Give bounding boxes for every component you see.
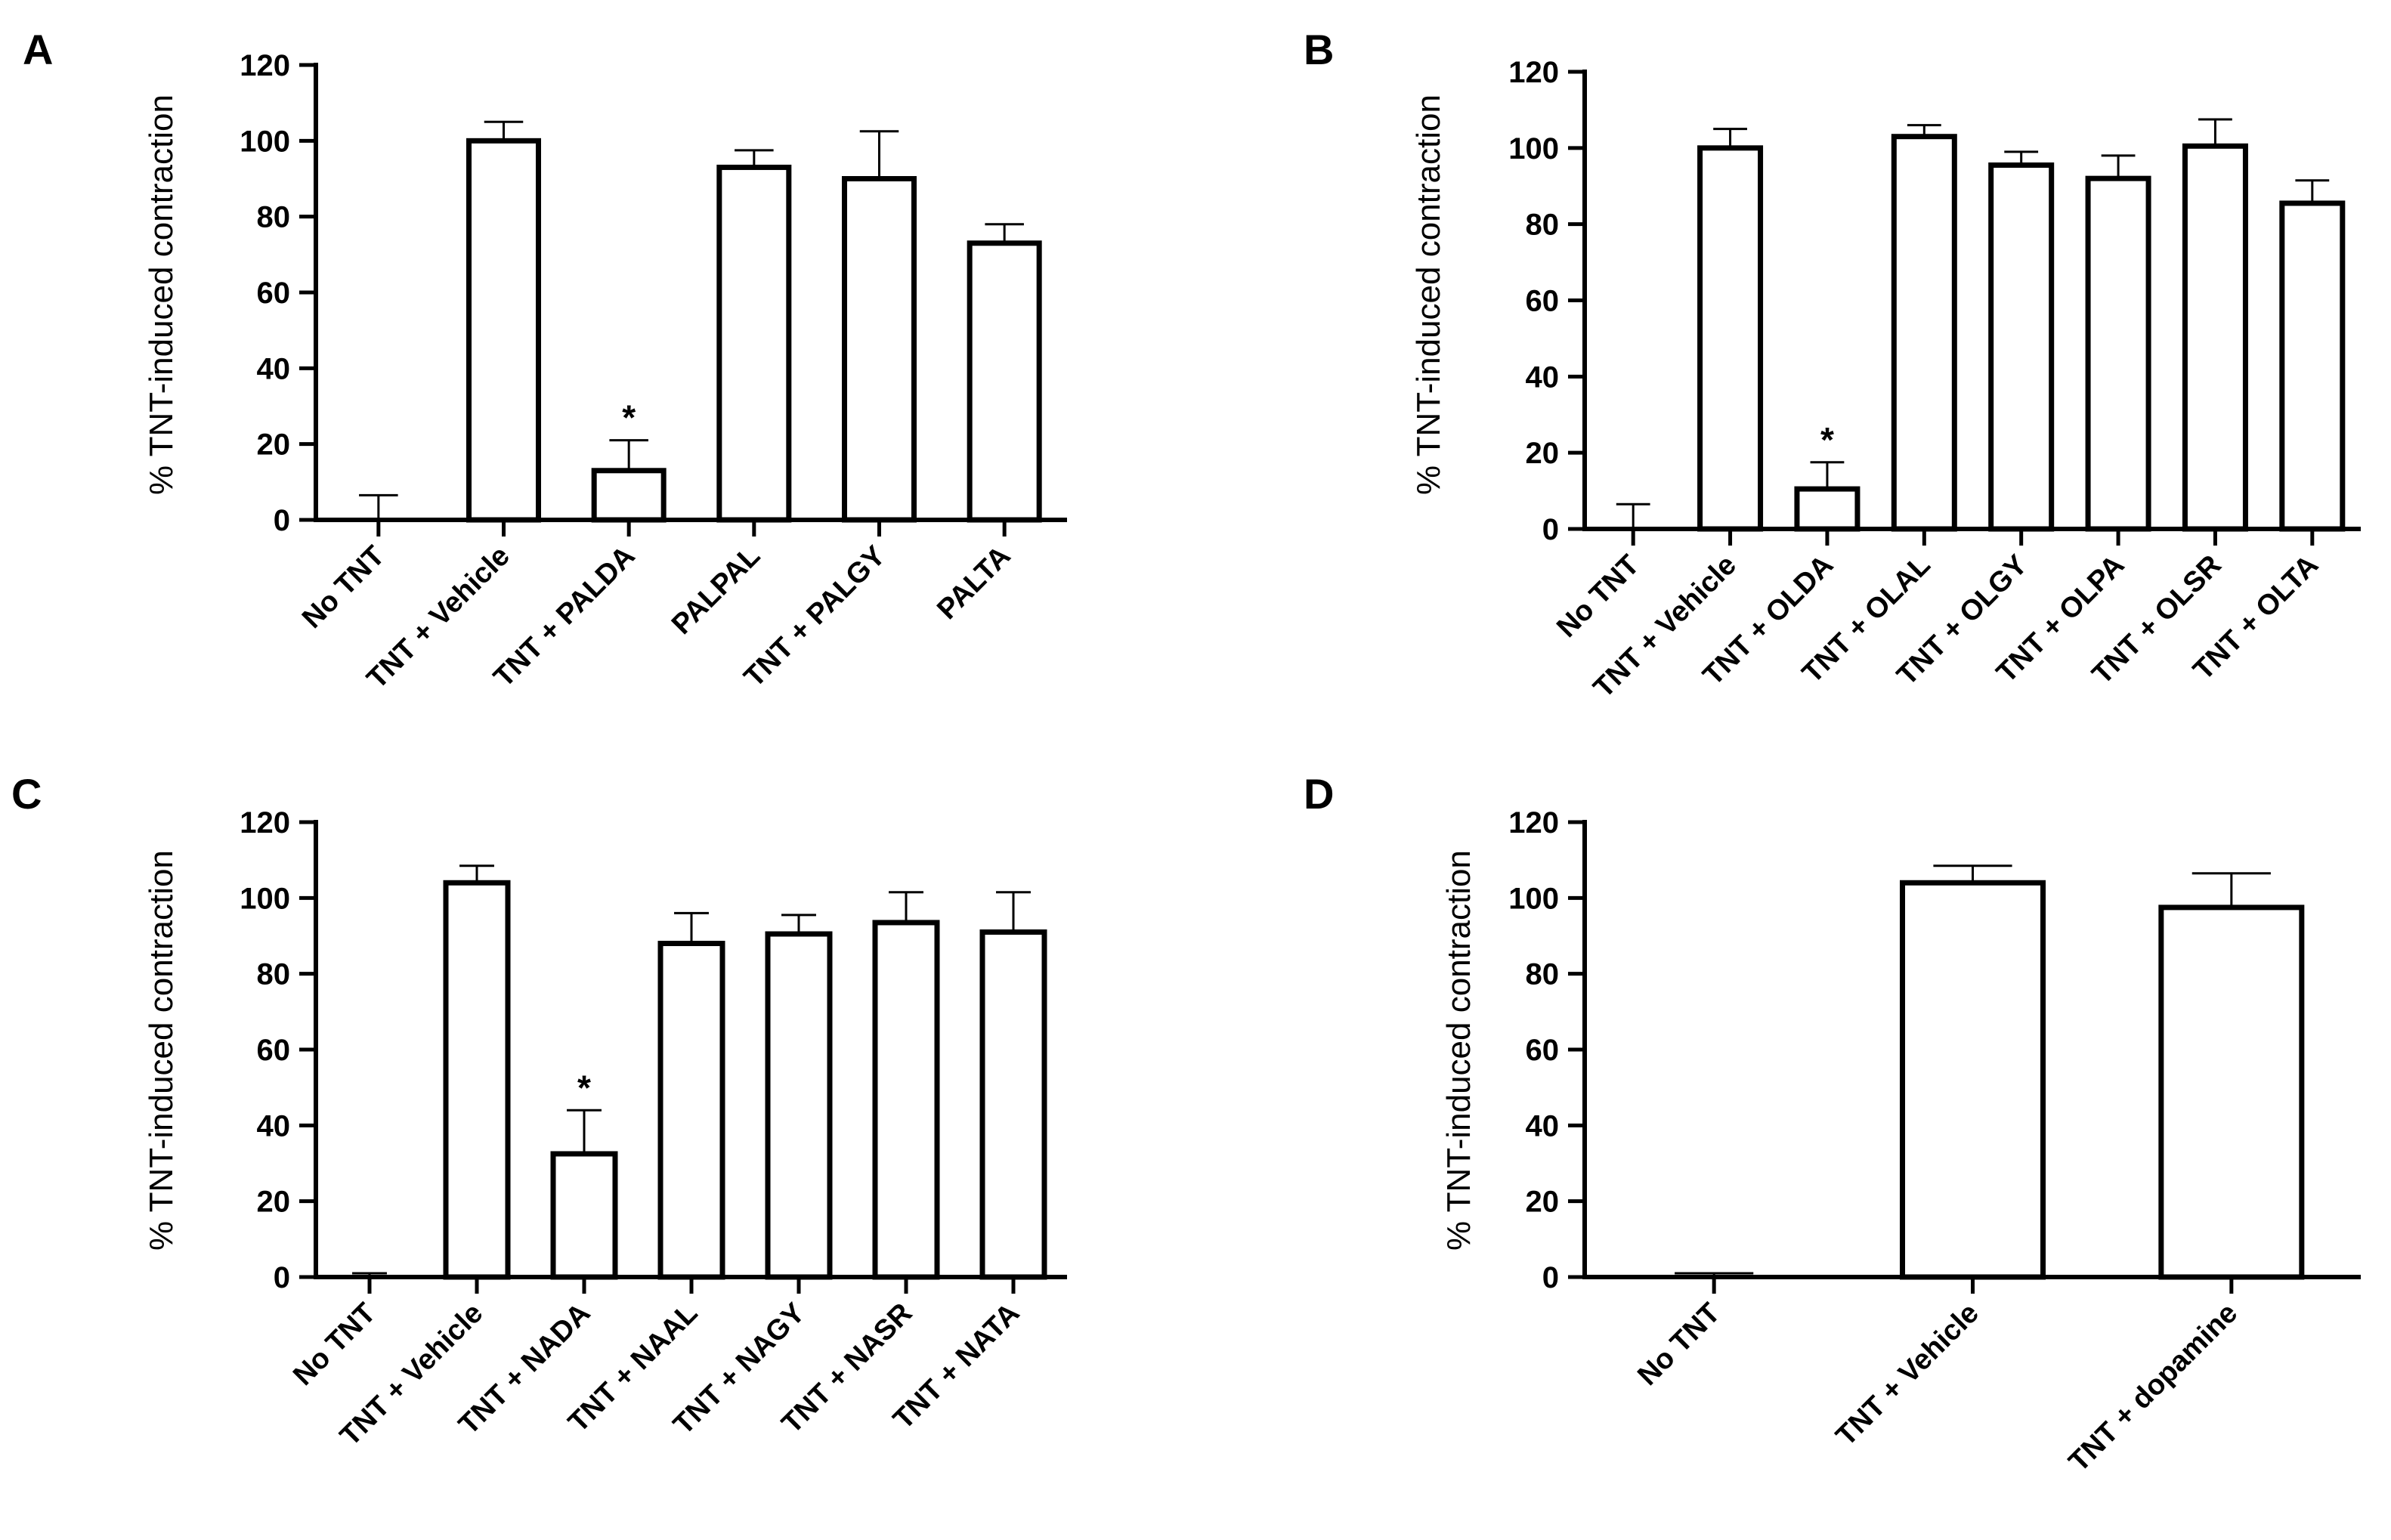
- y-tick-label: 80: [1526, 958, 1560, 991]
- bar: [443, 880, 511, 1280]
- y-tick-label: 80: [257, 201, 291, 234]
- panel-b: B % TNT-induced contraction 0 20 40 60 80 100…: [1304, 26, 2361, 704]
- y-tick-label: 0: [274, 504, 290, 537]
- bar: [466, 138, 541, 523]
- panel-c: C % TNT-induced contraction 0 20 40 60 80 100…: [11, 770, 1067, 1452]
- y-tick-label: 20: [1526, 1186, 1560, 1219]
- y-tick-label: 80: [257, 958, 291, 991]
- y-tick-label: 40: [257, 1109, 291, 1143]
- y-tick-label: 80: [1526, 209, 1560, 242]
- bar: [967, 240, 1042, 523]
- panel-letter: C: [11, 770, 42, 818]
- panel-letter: A: [23, 26, 53, 73]
- bar: [2158, 905, 2305, 1280]
- y-tick-label: 120: [1508, 806, 1559, 840]
- x-tick-label: No TNT: [287, 1297, 382, 1392]
- significance-marker: *: [577, 1068, 591, 1107]
- bar: [2085, 175, 2151, 532]
- x-tick-label: TNT + Vehicle: [1830, 1297, 1985, 1452]
- y-tick-label: 40: [1526, 360, 1560, 394]
- panel-letter: B: [1304, 26, 1334, 73]
- y-tick-label: 100: [240, 882, 290, 915]
- bar: [765, 931, 833, 1280]
- y-tick-label: 0: [1542, 513, 1559, 546]
- y-tick-label: 60: [1526, 1034, 1560, 1067]
- y-tick-label: 100: [1508, 882, 1559, 915]
- plot-area: 0 20 40 60 80 100 120 No TNT TNT + Vehicle TNT + …: [1508, 806, 2361, 1478]
- x-tick-label: PALTA: [931, 540, 1016, 626]
- bar: [842, 176, 917, 523]
- y-tick-label: 60: [257, 1034, 291, 1067]
- bar: [591, 468, 667, 523]
- y-tick-label: 120: [240, 806, 290, 840]
- y-tick-label: 40: [257, 352, 291, 385]
- y-tick-label: 0: [274, 1261, 290, 1294]
- x-tick-label: TNT + dopamine: [2063, 1297, 2244, 1478]
- y-axis-label: % TNT-induced contraction: [1440, 850, 1477, 1251]
- panel-d: D % TNT-induced contraction 0 20 40 60 80 100…: [1304, 770, 2361, 1478]
- y-tick-label: 0: [1542, 1261, 1559, 1294]
- y-axis-label: % TNT-induced contraction: [1410, 94, 1447, 495]
- x-tick-label: No TNT: [296, 540, 391, 635]
- y-tick-label: 20: [1526, 437, 1560, 470]
- significance-marker: *: [1820, 420, 1834, 459]
- bar: [2279, 200, 2346, 532]
- bar: [872, 920, 940, 1280]
- bar: [1891, 134, 1957, 532]
- y-tick-label: 100: [1508, 132, 1559, 165]
- x-tick-label: No TNT: [1632, 1297, 1726, 1392]
- x-tick-label: No TNT: [1551, 549, 1645, 644]
- y-axis-label: % TNT-induced contraction: [143, 94, 180, 495]
- y-tick-label: 20: [257, 428, 291, 462]
- y-tick-label: 40: [1526, 1109, 1560, 1143]
- x-tick-label: PALPAL: [666, 540, 766, 641]
- y-tick-label: 120: [240, 49, 290, 82]
- y-tick-label: 60: [257, 277, 291, 310]
- significance-marker: *: [622, 398, 636, 438]
- bar: [979, 929, 1047, 1280]
- y-tick-label: 60: [1526, 285, 1560, 318]
- y-tick-label: 100: [240, 125, 290, 158]
- bar: [1697, 145, 1764, 532]
- y-tick-label: 120: [1508, 56, 1559, 89]
- y-tick-label: 20: [257, 1186, 291, 1219]
- panel-letter: D: [1304, 770, 1334, 818]
- bar: [2182, 143, 2248, 532]
- bar: [1988, 162, 2055, 532]
- y-axis-label: % TNT-induced contraction: [143, 850, 180, 1251]
- bar: [657, 941, 725, 1280]
- bar: [716, 164, 792, 523]
- bar: [1794, 486, 1861, 532]
- panel-a: A % TNT-induced contraction 0 20 40 60 80 100…: [23, 26, 1067, 695]
- bar: [550, 1151, 618, 1280]
- bar: [1900, 880, 2046, 1280]
